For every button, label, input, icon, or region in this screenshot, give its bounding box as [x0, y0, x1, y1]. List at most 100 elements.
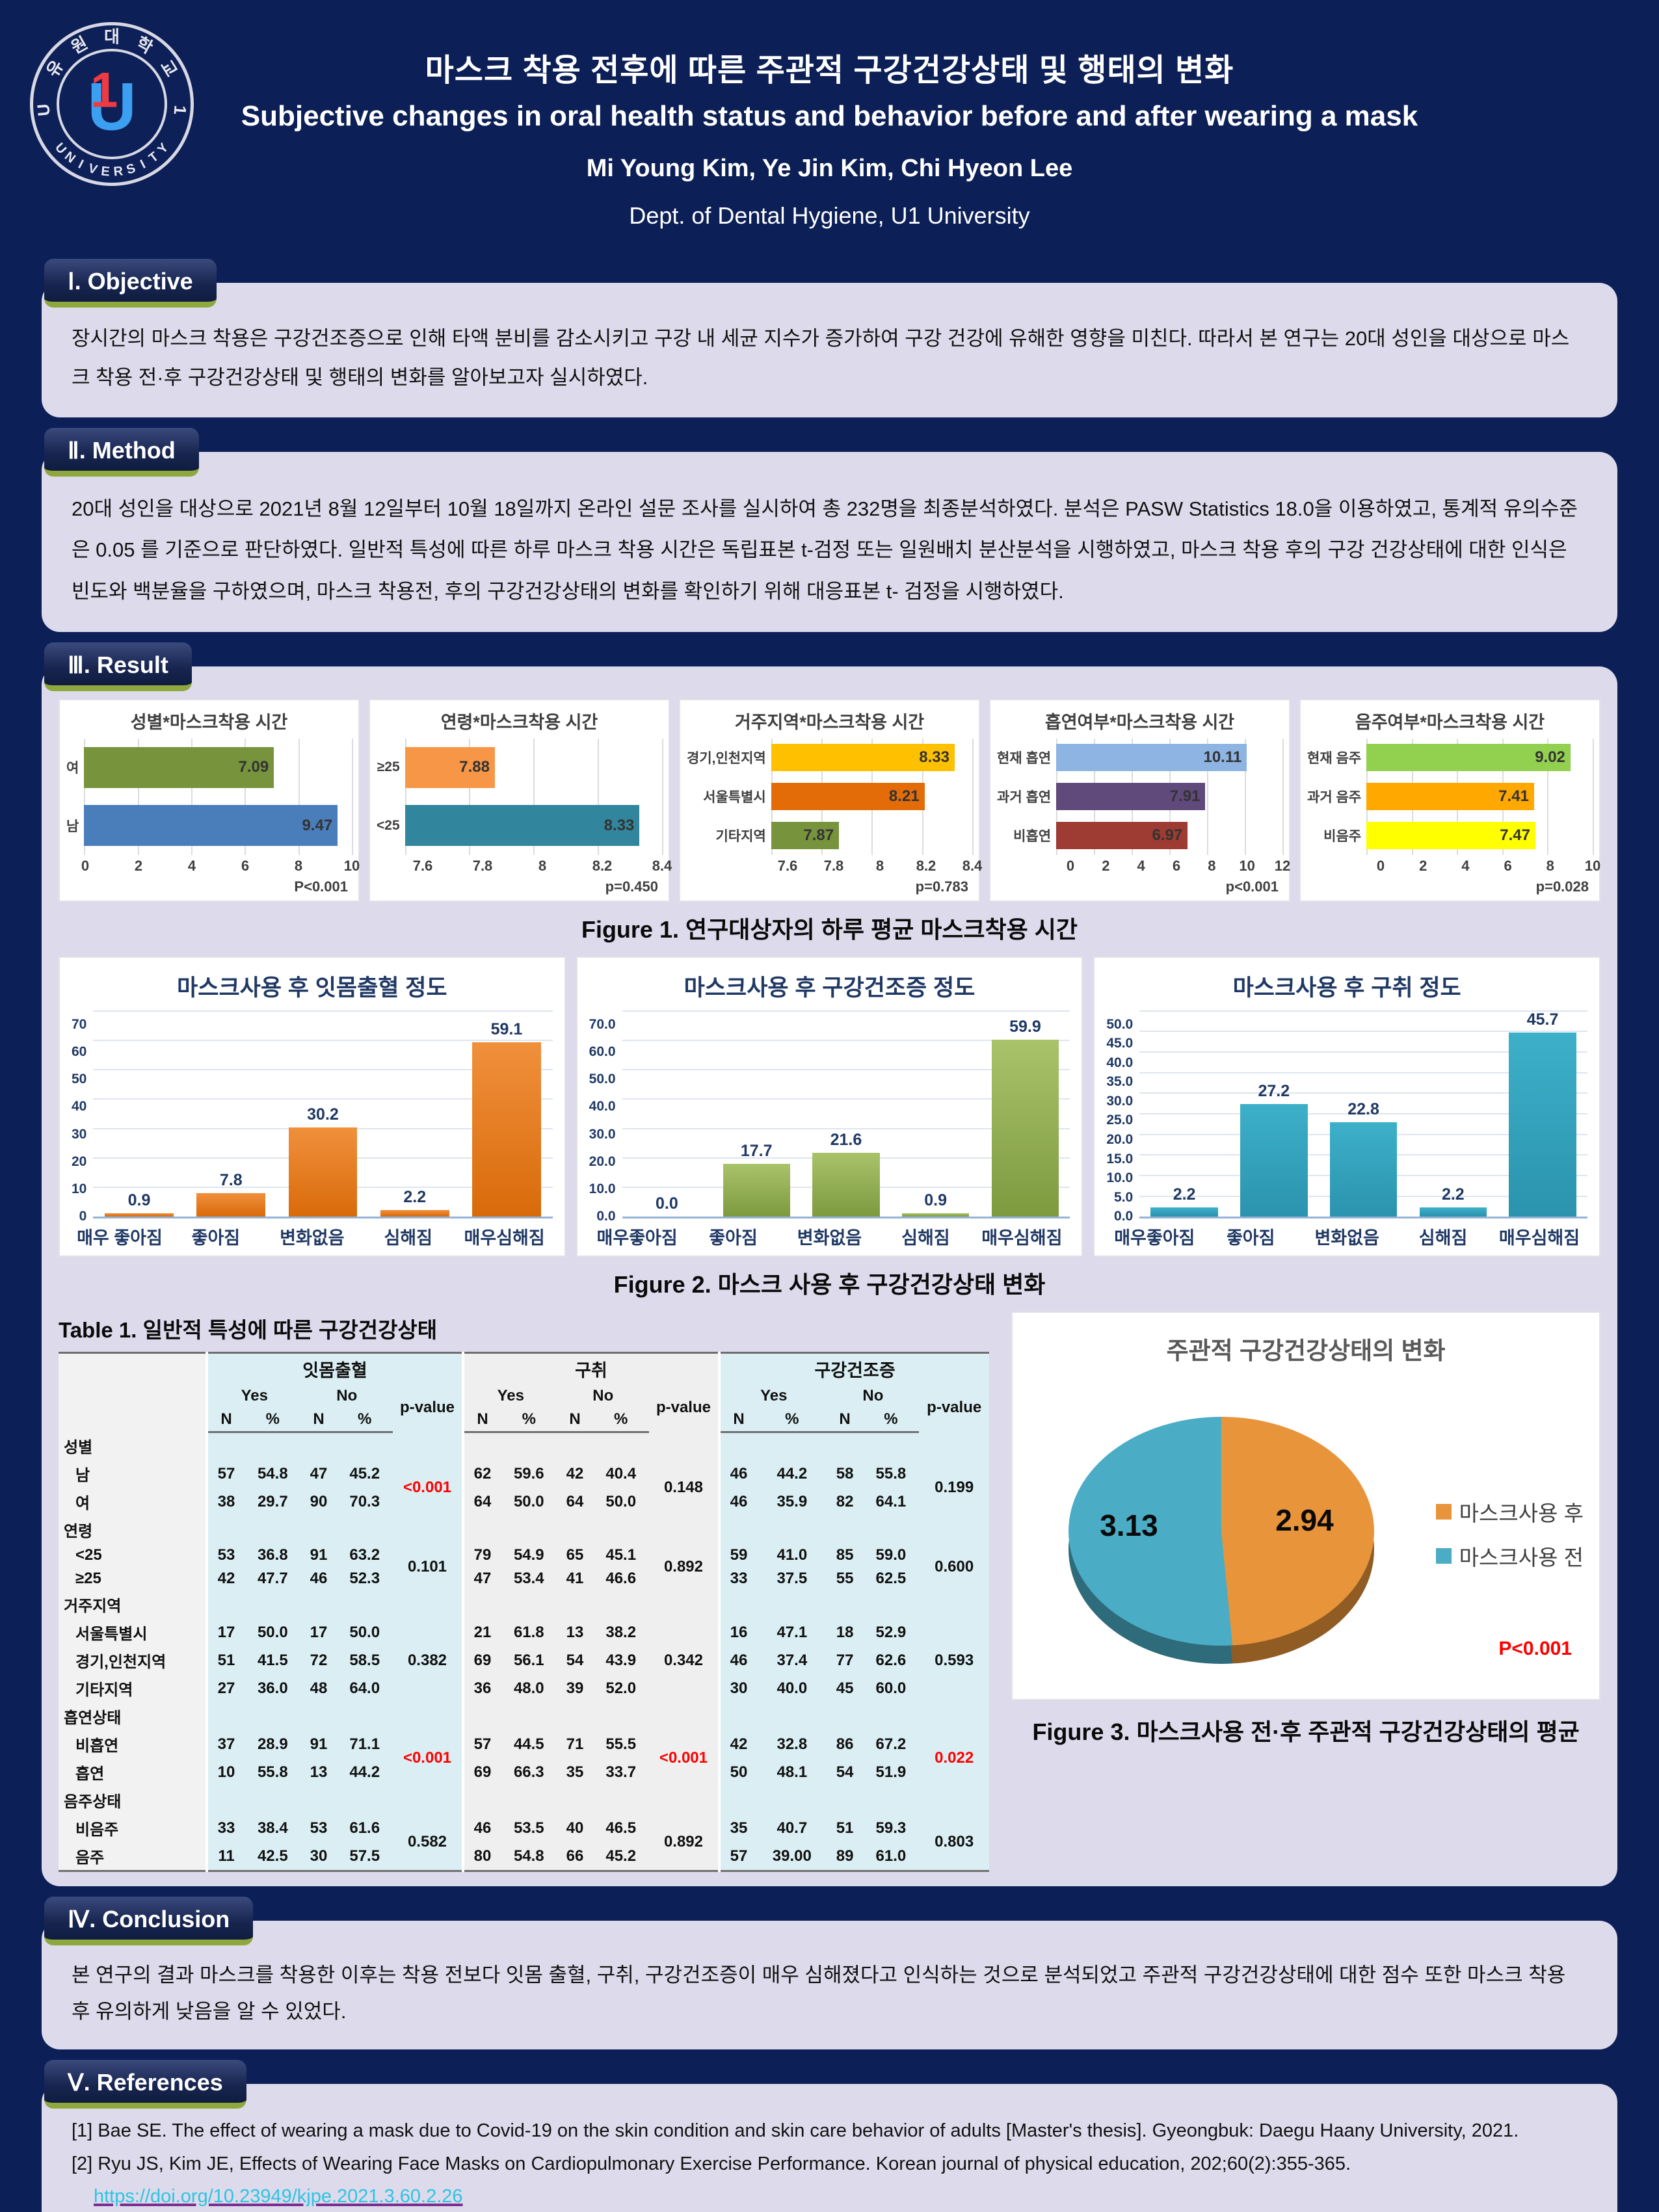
gridline: [1139, 1031, 1588, 1033]
bar: 7.47: [1366, 821, 1535, 849]
category-label: <25: [377, 817, 400, 833]
bar-group: 21.6: [812, 1010, 880, 1217]
table-cell: 62.5: [862, 1567, 920, 1591]
tick-label: 8: [538, 857, 547, 874]
table-cell: 11: [205, 1842, 245, 1871]
table-cell: 30: [717, 1674, 758, 1703]
empty-cell: [461, 1590, 501, 1619]
table-cell: 50.0: [501, 1488, 557, 1516]
empty-cell: [862, 1786, 920, 1815]
empty-cell: [757, 1702, 827, 1731]
table-cell: 57: [717, 1842, 758, 1871]
table-cell: 71.1: [336, 1730, 393, 1759]
tick-label: 2: [134, 857, 143, 874]
table-cell: 66.3: [501, 1758, 557, 1787]
table-cell: 55.5: [592, 1730, 649, 1759]
chart-body: ≥25 <25 7.88 8.33: [377, 738, 663, 855]
bar-group: 30.2: [288, 1010, 358, 1217]
gridline: [622, 1069, 1070, 1071]
n-pct-header: N: [300, 1407, 337, 1433]
x-category-labels: 매우 좋아짐 좋아짐 변화없음 심해짐 매우심해짐: [72, 1224, 553, 1249]
table-cell: 37: [205, 1730, 245, 1759]
p-value: p=0.028: [1535, 878, 1589, 895]
bar-group: 59.1: [472, 1010, 541, 1217]
references-panel: [1] Bae SE. The effect of wearing a mask…: [42, 2083, 1617, 2212]
n-pct-header-row: N% N% N% N% N% N%: [59, 1407, 989, 1433]
tick-label: 0: [1376, 857, 1385, 874]
bar-value-label: 8.21: [888, 787, 920, 806]
tick-label: 6: [241, 857, 250, 874]
empty-cell: [461, 1516, 501, 1544]
bar-row: 7.91: [1056, 777, 1282, 816]
table-cell: 42: [717, 1730, 758, 1759]
section-objective: Ⅰ. Objective 장시간의 마스크 착용은 구강건조증으로 인해 타액 …: [42, 259, 1617, 417]
figure1-chart: 흡연여부*마스크착용 시간 현재 흡연 과거 흡연 비흡연 10.11 7.91 6.97 0…: [989, 698, 1290, 902]
chart-body: 50.0 45.0 40.0 35.0 30.0 25.0 20.0 15.0 10.0 5.0 0…: [1106, 1010, 1588, 1224]
bar-group: 0.9: [902, 1010, 970, 1217]
tick-label: 0: [81, 857, 90, 874]
category-label: 서울특별시: [703, 790, 766, 805]
y-axis-labels: 70.0 60.0 50.0 40.0 30.0 20.0 10.0 0.0: [589, 1017, 622, 1225]
y-category-labels: ≥25 <25: [377, 739, 405, 855]
empty-cell: [392, 1786, 463, 1815]
bars: 9.02 7.41 7.47: [1366, 739, 1593, 855]
bar-value-label: 7.91: [1169, 787, 1201, 806]
bar-group: 17.7: [723, 1010, 790, 1217]
reference-doi-link[interactable]: https://doi.org/10.23949/kjpe.2021.3.60.…: [94, 2186, 463, 2207]
empty-cell: [557, 1786, 593, 1815]
gridline: [622, 1039, 1070, 1041]
category-label: 매우좋아짐: [596, 1228, 678, 1248]
table-cell: 13: [557, 1618, 593, 1647]
gridline: [533, 738, 535, 855]
y-tick-label: 20.0: [589, 1153, 616, 1169]
gridline: [1139, 1092, 1588, 1094]
category-label: 기타지역: [715, 828, 766, 844]
empty-cell: [300, 1432, 337, 1460]
table-cell: 38: [205, 1488, 245, 1516]
table-cell: 35: [717, 1814, 758, 1843]
table1-host: 잇몸출혈 구취 구강건조증 Yes No p-value Yes No p-value Yes No…: [59, 1351, 990, 1873]
table-cell: 62: [461, 1460, 501, 1488]
empty-cell: [336, 1432, 393, 1460]
bar-row: 9.47: [84, 797, 352, 855]
table-cell: 47.1: [757, 1618, 827, 1647]
table-row: 비음주 33 38.4 53 61.6 0.582 46 53.5 40 46.5 0.892 35 4…: [59, 1814, 990, 1871]
section-row: 성별: [59, 1432, 990, 1460]
p-value-cell: 0.022: [919, 1730, 990, 1787]
figure1-chart-row: 성별*마스크착용 시간 여 남 7.09 9.47 0 2 4 6 8 10 P<0.001 연령*마스…: [59, 698, 1600, 902]
gridline: [1593, 738, 1594, 855]
empty-cell: [336, 1786, 393, 1815]
empty-cell: [862, 1432, 920, 1460]
y-tick-label: 5.0: [1114, 1189, 1134, 1205]
p-value-cell: 0.892: [648, 1544, 719, 1591]
chart-title: 마스크사용 후 구취 정도: [1232, 975, 1461, 1001]
figure1-chart: 음주여부*마스크착용 시간 현재 음주 과거 음주 비음주 9.02 7.41 7.47 0 2…: [1299, 698, 1600, 902]
table-cell: 52.3: [336, 1567, 393, 1591]
table-cell: 46: [717, 1646, 758, 1675]
gridline: [93, 1098, 553, 1100]
table-cell: 17: [205, 1618, 245, 1647]
legend-swatch: [1435, 1547, 1452, 1564]
empty-cell: [827, 1516, 863, 1544]
bar-value-label: 7.41: [1498, 787, 1529, 806]
p-value-cell: 0.342: [648, 1618, 719, 1703]
table-cell: 70.3: [336, 1488, 393, 1516]
legend-item: 마스크사용 후: [1435, 1496, 1584, 1527]
table-cell: 37.4: [757, 1646, 827, 1675]
empty-cell: [461, 1786, 501, 1815]
plot-area: 8.33 8.21 7.87: [771, 738, 974, 855]
table-cell: 50.0: [245, 1618, 301, 1647]
no-header: No: [300, 1384, 393, 1408]
table-cell: 61.0: [862, 1842, 920, 1871]
y-tick-label: 70.0: [589, 1016, 616, 1032]
bar-value-label: 2.2: [1173, 1185, 1196, 1204]
table-cell: 91: [300, 1544, 337, 1568]
p-value: p=0.783: [915, 878, 968, 895]
table-cell: 61.6: [336, 1814, 393, 1843]
section-label: 음주상태: [59, 1786, 207, 1815]
category-label: 비흡연: [1013, 828, 1052, 844]
table-cell: 38.4: [245, 1814, 301, 1843]
figure2-chart: 마스크사용 후 구취 정도 50.0 45.0 40.0 35.0 30.0 25.0 20.…: [1093, 956, 1601, 1257]
table-cell: 46: [717, 1460, 758, 1488]
table-cell: 54.8: [245, 1460, 301, 1488]
